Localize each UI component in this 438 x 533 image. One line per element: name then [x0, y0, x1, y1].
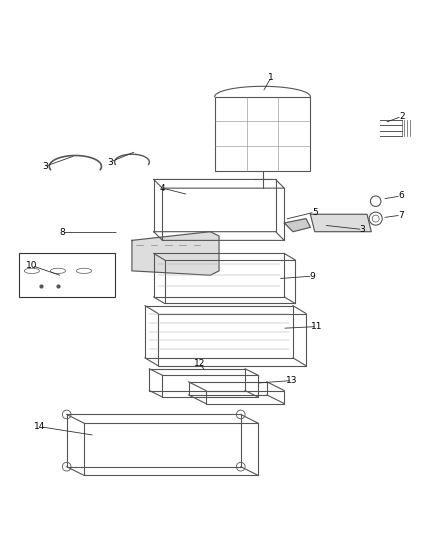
Text: 8: 8 [60, 228, 65, 237]
Bar [19, 254, 115, 297]
Polygon shape [311, 214, 371, 232]
Text: 3: 3 [107, 158, 113, 166]
Text: 14: 14 [34, 422, 46, 431]
Text: 12: 12 [194, 359, 205, 368]
Polygon shape [284, 219, 311, 232]
Text: 11: 11 [311, 322, 323, 331]
Text: 6: 6 [398, 191, 404, 200]
Text: 3: 3 [360, 225, 365, 234]
Text: 2: 2 [399, 112, 405, 121]
Text: 5: 5 [312, 207, 318, 216]
Text: 1: 1 [268, 72, 274, 82]
Text: 9: 9 [310, 272, 315, 280]
Polygon shape [132, 232, 219, 275]
Text: 4: 4 [159, 184, 165, 192]
Text: 13: 13 [286, 376, 298, 385]
Text: 3: 3 [42, 162, 48, 171]
Text: 7: 7 [398, 211, 404, 220]
Bar [215, 97, 311, 171]
Text: 10: 10 [26, 261, 38, 270]
